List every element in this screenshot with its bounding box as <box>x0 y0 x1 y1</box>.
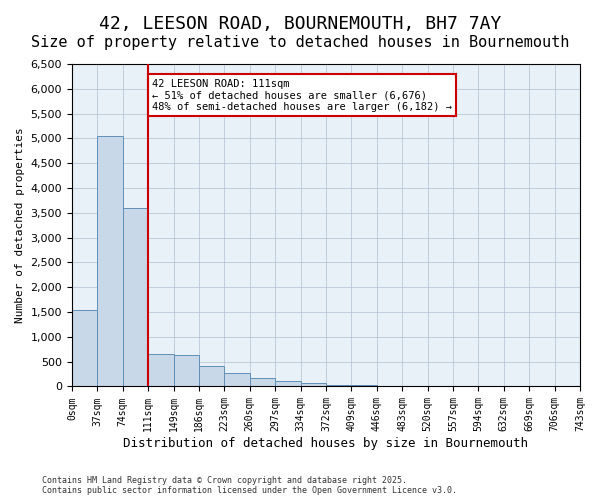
Text: 42, LEESON ROAD, BOURNEMOUTH, BH7 7AY: 42, LEESON ROAD, BOURNEMOUTH, BH7 7AY <box>99 15 501 33</box>
Y-axis label: Number of detached properties: Number of detached properties <box>15 128 25 323</box>
Bar <box>250 378 275 386</box>
Bar <box>148 354 173 386</box>
Bar <box>173 355 199 386</box>
Bar <box>199 366 224 386</box>
Bar <box>123 208 148 386</box>
Text: 42 LEESON ROAD: 111sqm
← 51% of detached houses are smaller (6,676)
48% of semi-: 42 LEESON ROAD: 111sqm ← 51% of detached… <box>152 78 452 112</box>
Bar <box>97 136 123 386</box>
Bar <box>326 385 352 386</box>
Bar <box>301 384 326 386</box>
Bar <box>275 381 301 386</box>
X-axis label: Distribution of detached houses by size in Bournemouth: Distribution of detached houses by size … <box>124 437 529 450</box>
Text: Size of property relative to detached houses in Bournemouth: Size of property relative to detached ho… <box>31 35 569 50</box>
Bar <box>224 372 250 386</box>
Bar <box>72 310 97 386</box>
Text: Contains HM Land Registry data © Crown copyright and database right 2025.
Contai: Contains HM Land Registry data © Crown c… <box>42 476 457 495</box>
